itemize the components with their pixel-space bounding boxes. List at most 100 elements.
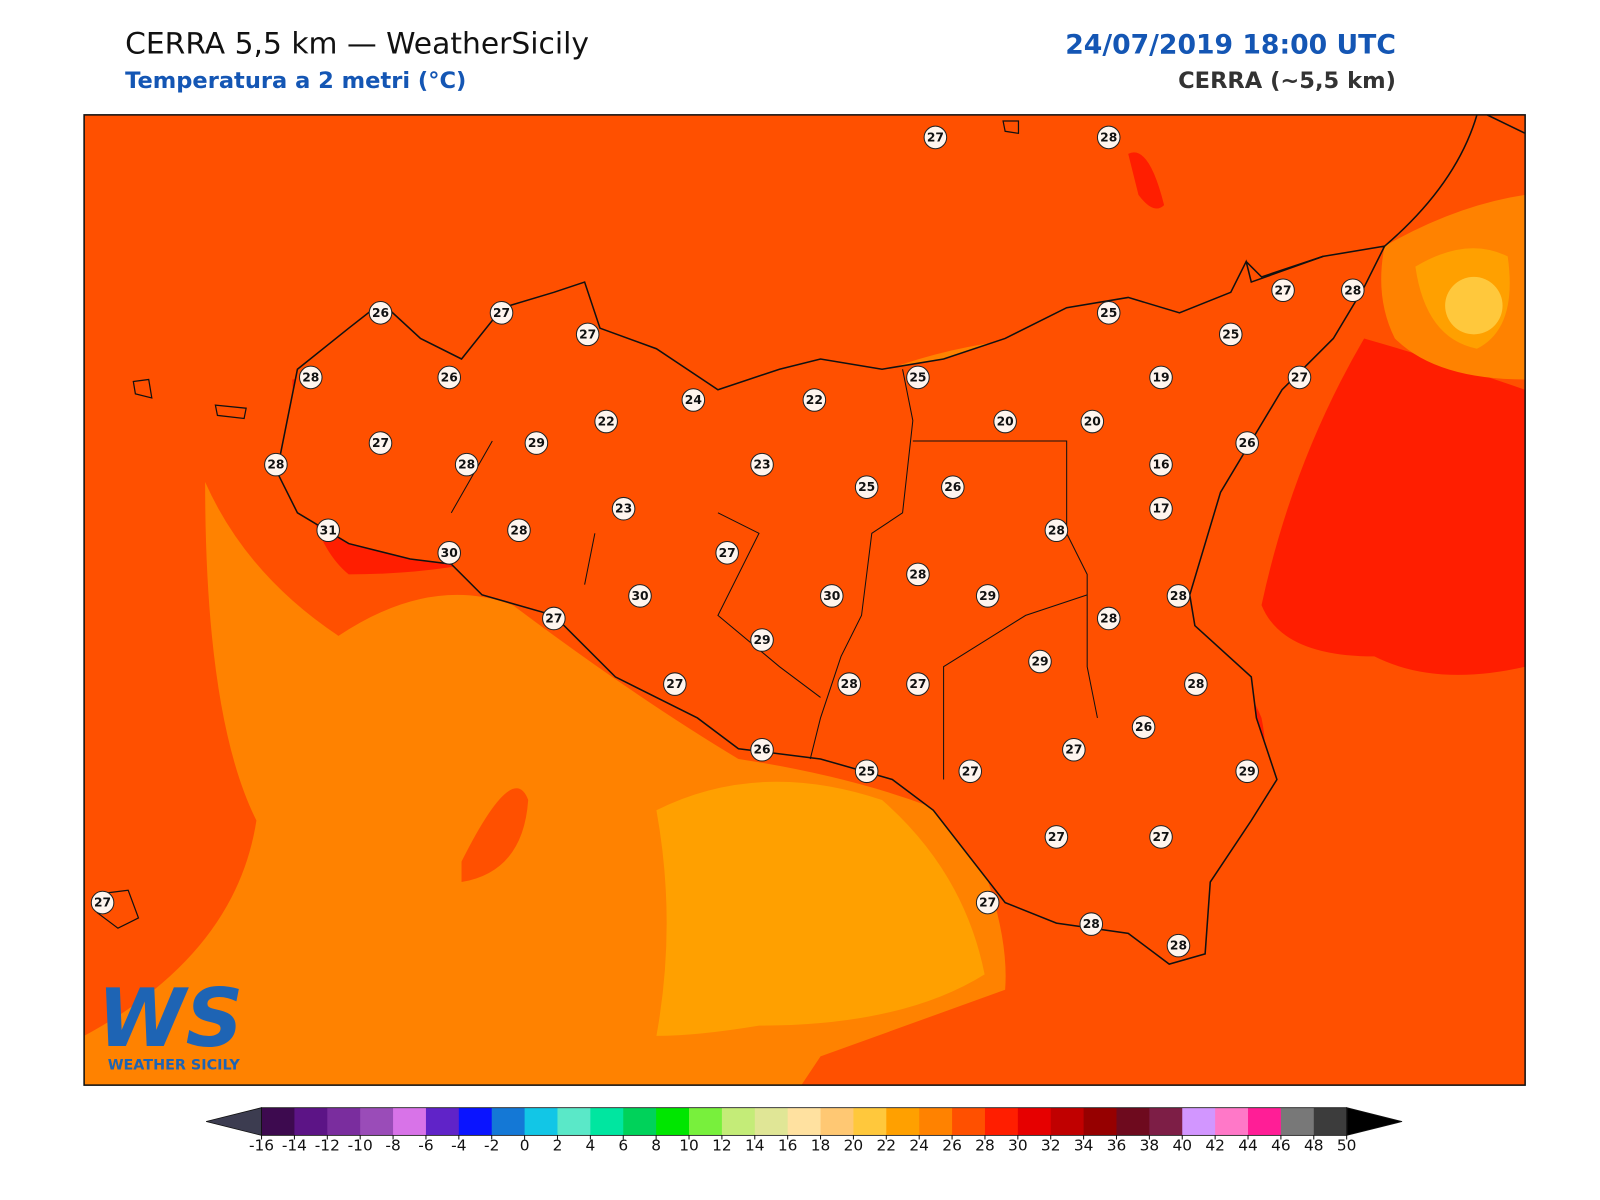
station-marker <box>1096 301 1121 325</box>
station-marker <box>1080 409 1105 434</box>
station-value: 27 <box>1152 830 1169 844</box>
station-value: 27 <box>927 130 944 144</box>
station-marker <box>1166 933 1191 958</box>
station-marker <box>1131 715 1156 739</box>
colorbar-swatch <box>1050 1107 1085 1136</box>
colorbar-tick-label: 36 <box>1107 1137 1127 1155</box>
colorbar-swatch <box>1116 1107 1150 1136</box>
station-value: 27 <box>1291 370 1308 384</box>
station-marker <box>298 365 323 390</box>
station-marker <box>1149 496 1173 521</box>
colorbar-swatch <box>721 1107 756 1136</box>
station-value: 27 <box>979 896 996 910</box>
station-value: 25 <box>909 370 926 384</box>
station-value: 26 <box>1135 720 1152 734</box>
station-value: 23 <box>753 458 770 472</box>
station-marker <box>923 125 948 150</box>
station-value: 28 <box>458 458 475 472</box>
station-marker <box>750 737 774 762</box>
station-marker <box>611 496 636 521</box>
colorbar-tick-label: 12 <box>712 1137 732 1155</box>
station-value: 25 <box>1222 327 1239 341</box>
station-marker <box>681 388 706 412</box>
station-marker <box>1218 322 1243 347</box>
contour-28 <box>1128 152 1165 209</box>
colorbar-swatch <box>919 1107 953 1136</box>
station-value: 20 <box>1084 415 1101 429</box>
contour-20 <box>1445 276 1503 335</box>
station-marker <box>316 518 340 543</box>
station-marker <box>368 431 393 455</box>
station-value: 27 <box>909 677 926 691</box>
station-marker <box>575 322 600 347</box>
station-value: 26 <box>944 480 961 494</box>
station-value: 28 <box>1170 589 1187 603</box>
logo-mark: WS <box>97 972 243 1065</box>
colorbar-tick-label: 8 <box>651 1137 661 1155</box>
colorbar-tick-label: 24 <box>909 1137 929 1155</box>
colorbar-swatch <box>261 1107 295 1136</box>
colorbar-tick-label: -16 <box>249 1137 274 1155</box>
colorbar-swatch <box>1083 1107 1118 1136</box>
station-value: 30 <box>441 546 458 560</box>
station-marker <box>1062 737 1086 762</box>
station-marker <box>750 628 774 652</box>
station-marker <box>993 409 1017 434</box>
colorbar-tick-label: 32 <box>1041 1137 1061 1155</box>
station-value: 16 <box>1152 458 1169 472</box>
station-marker <box>906 365 930 390</box>
colorbar-tick-label: 0 <box>520 1137 530 1155</box>
station-marker <box>1235 431 1259 455</box>
station-marker <box>1341 278 1365 303</box>
date: 24/07/2019 18:00 UTC <box>1065 29 1396 60</box>
colorbar-frame <box>261 1107 1348 1136</box>
station-marker <box>941 475 965 499</box>
colorbar-swatch <box>327 1107 361 1136</box>
station-value: 29 <box>1031 655 1048 669</box>
colorbar-tick-label: -10 <box>348 1137 373 1155</box>
station-marker <box>715 541 739 565</box>
station-value: 30 <box>823 589 840 603</box>
colorbar-swatch <box>491 1107 526 1136</box>
colorbar-tick-label: -4 <box>451 1137 466 1155</box>
colorbar-swatch <box>984 1107 1019 1136</box>
map-frame <box>83 114 1526 1086</box>
colorbar-swatch <box>689 1107 723 1136</box>
colorbar-tick-label: 16 <box>778 1137 798 1155</box>
station-marker <box>437 541 462 565</box>
station-value: 30 <box>631 589 648 603</box>
station-marker <box>1166 584 1191 608</box>
colorbar-tick-label: 20 <box>844 1137 864 1155</box>
station-value: 27 <box>1065 743 1082 757</box>
station-marker <box>90 890 115 915</box>
station-value: 26 <box>372 306 389 320</box>
colorbar-tick-label: 18 <box>811 1137 831 1155</box>
station-value: 29 <box>753 633 770 647</box>
colorbar-swatch <box>590 1107 624 1136</box>
station-marker <box>819 584 844 608</box>
station-value: 27 <box>1048 830 1065 844</box>
station-marker <box>1271 278 1295 303</box>
station-value: 25 <box>858 480 875 494</box>
station-marker <box>663 672 687 696</box>
station-marker <box>854 475 879 499</box>
colorbar-tick-label: -2 <box>484 1137 499 1155</box>
colorbar-swatch <box>1248 1107 1282 1136</box>
station-value: 28 <box>841 677 858 691</box>
subtitle: Temperatura a 2 metri (°C) <box>125 68 466 94</box>
station-marker <box>454 452 479 477</box>
station-marker <box>975 584 1000 608</box>
station-value: 26 <box>1239 436 1256 450</box>
station-marker <box>1149 452 1173 477</box>
station-value: 23 <box>615 502 632 516</box>
colorbar-swatch <box>656 1107 690 1136</box>
stations: 27 28 26 27 27 28 26 24 22 25 25 27 28 25 19 27 27 28 29 22… <box>90 125 1365 958</box>
station-marker <box>594 409 618 434</box>
station-value: 28 <box>1048 523 1065 537</box>
station-value: 29 <box>1239 764 1256 778</box>
colorbar-swatch <box>952 1107 986 1136</box>
colorbar-tick-label: 26 <box>942 1137 962 1155</box>
station-marker <box>368 301 393 325</box>
colorbar-swatch <box>1313 1107 1348 1136</box>
